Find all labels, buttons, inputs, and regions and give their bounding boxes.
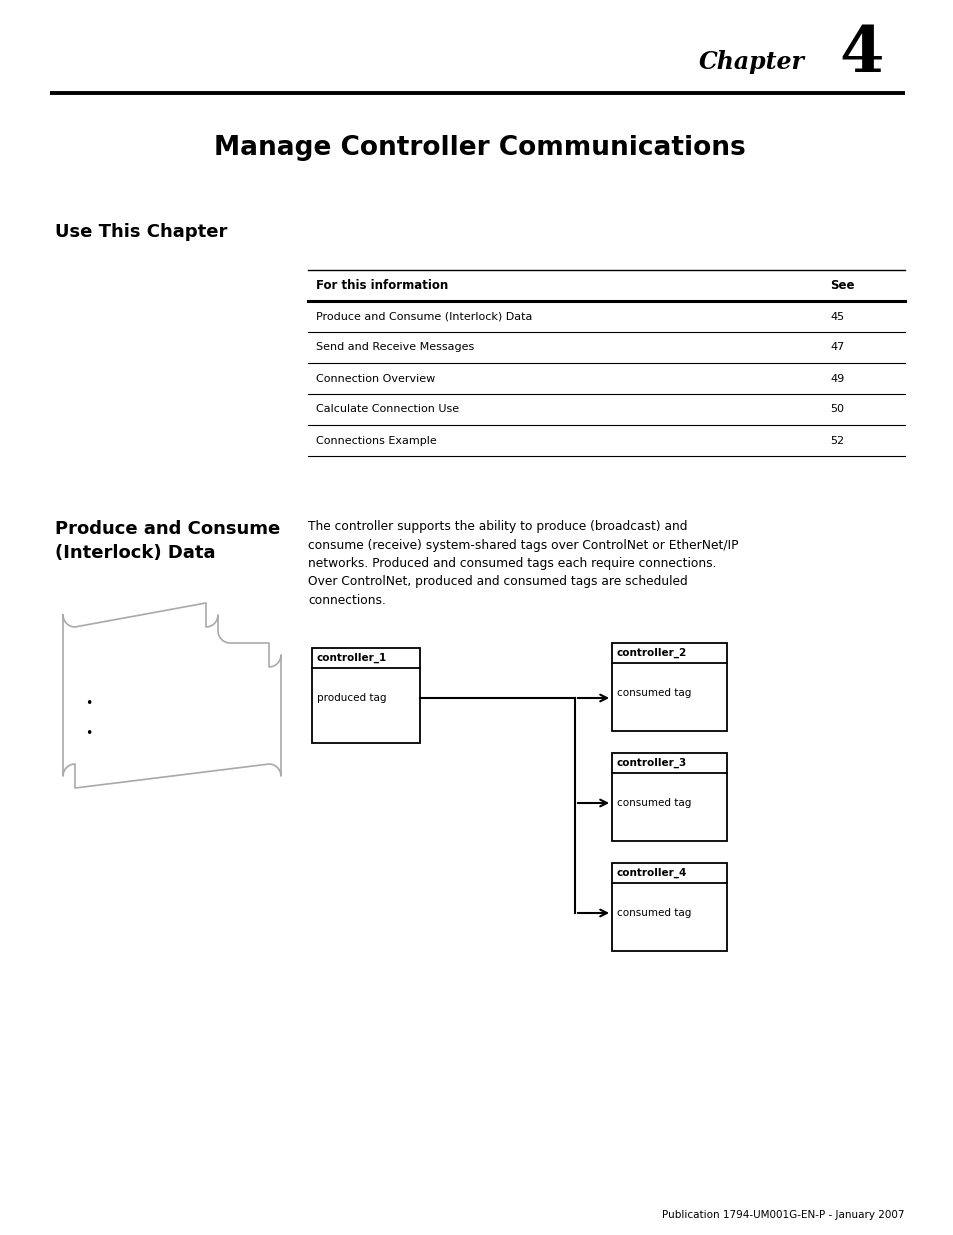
Bar [612, 643, 726, 731]
Polygon shape [63, 603, 281, 788]
Text: Connections Example: Connections Example [315, 436, 436, 446]
Text: 50: 50 [829, 405, 843, 415]
Text: •: • [85, 697, 92, 709]
Text: consumed tag: consumed tag [617, 908, 691, 918]
Text: 45: 45 [829, 311, 843, 321]
Text: Send and Receive Messages: Send and Receive Messages [315, 342, 474, 352]
Text: Chapter: Chapter [699, 49, 804, 74]
Text: 47: 47 [829, 342, 843, 352]
Text: Produce and Consume
(Interlock) Data: Produce and Consume (Interlock) Data [55, 520, 280, 562]
Text: consumed tag: consumed tag [617, 798, 691, 808]
Bar [612, 863, 726, 951]
Polygon shape [63, 603, 281, 788]
Text: controller_4: controller_4 [617, 868, 687, 878]
Text: controller_2: controller_2 [617, 648, 686, 658]
Text: controller_3: controller_3 [617, 758, 686, 768]
Text: produced tag: produced tag [316, 693, 386, 703]
Text: For this information: For this information [315, 279, 448, 291]
Bar [612, 753, 726, 841]
Polygon shape [63, 603, 281, 788]
Text: 4: 4 [839, 25, 883, 85]
Text: Use This Chapter: Use This Chapter [55, 224, 227, 241]
Text: controller_1: controller_1 [316, 653, 387, 663]
Text: The controller supports the ability to produce (broadcast) and
consume (receive): The controller supports the ability to p… [308, 520, 738, 606]
Text: 49: 49 [829, 373, 843, 384]
Text: See: See [829, 279, 854, 291]
Text: Publication 1794-UM001G-EN-P - January 2007: Publication 1794-UM001G-EN-P - January 2… [661, 1210, 904, 1220]
Text: Connection Overview: Connection Overview [315, 373, 435, 384]
Text: Calculate Connection Use: Calculate Connection Use [315, 405, 458, 415]
Text: Manage Controller Communications: Manage Controller Communications [213, 135, 745, 161]
Polygon shape [63, 603, 281, 788]
Text: Produce and Consume (Interlock) Data: Produce and Consume (Interlock) Data [315, 311, 532, 321]
Text: •: • [85, 726, 92, 740]
Text: consumed tag: consumed tag [617, 688, 691, 698]
Bar [312, 648, 419, 743]
Text: 52: 52 [829, 436, 843, 446]
